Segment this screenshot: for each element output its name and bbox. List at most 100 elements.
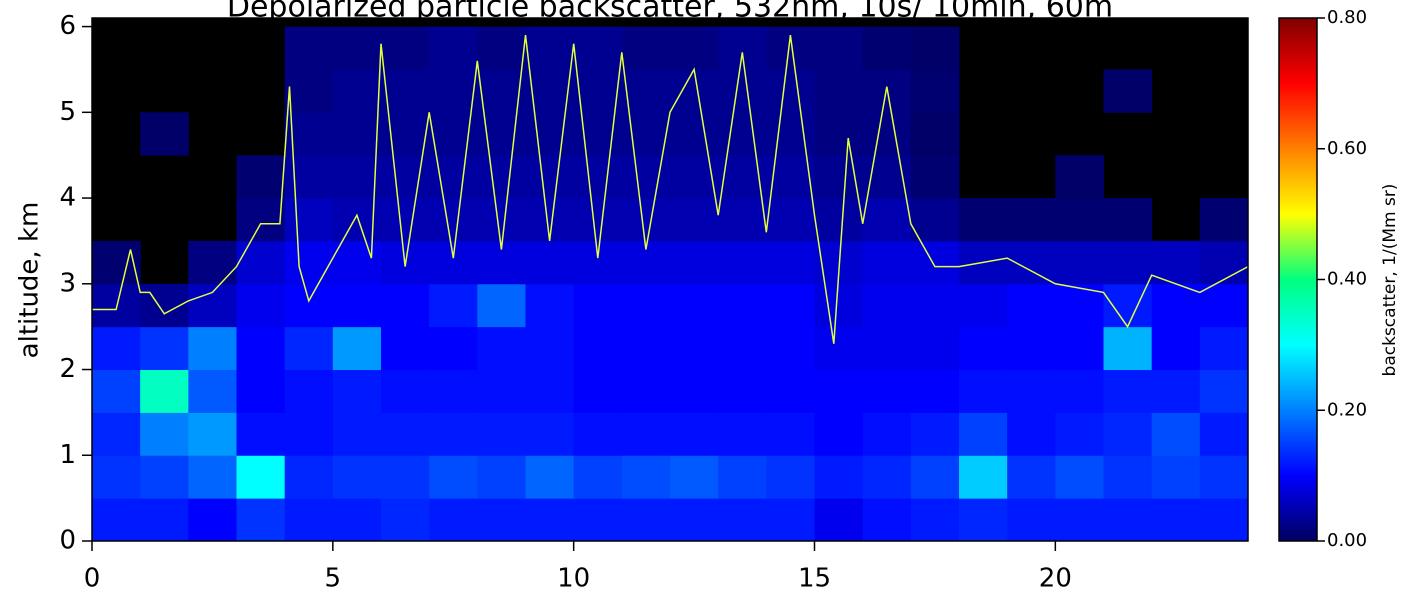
heatmap-cell bbox=[766, 283, 815, 328]
y-tick-label: 4 bbox=[59, 183, 76, 213]
heatmap-cell bbox=[477, 498, 526, 542]
heatmap-cell bbox=[188, 455, 237, 499]
heatmap-cell bbox=[1199, 198, 1249, 242]
heatmap-cell bbox=[1103, 498, 1153, 542]
heatmap-cell bbox=[284, 498, 334, 542]
heatmap-cell bbox=[1103, 369, 1153, 413]
heatmap-cell bbox=[621, 326, 671, 371]
heatmap-cell bbox=[1199, 283, 1249, 328]
heatmap-cell bbox=[959, 369, 1008, 413]
heatmap-cell bbox=[1055, 498, 1104, 542]
heatmap-cell bbox=[1151, 326, 1201, 371]
heatmap-cell bbox=[1055, 455, 1104, 499]
heatmap-cell bbox=[670, 369, 719, 413]
heatmap-cell bbox=[429, 498, 478, 542]
heatmap-cell bbox=[332, 369, 382, 413]
x-tick-label: 5 bbox=[325, 564, 342, 594]
heatmap-cell bbox=[910, 498, 960, 542]
heatmap-cell bbox=[477, 326, 526, 371]
heatmap-cell bbox=[381, 326, 430, 371]
heatmap-cell bbox=[766, 69, 815, 113]
heatmap-cell bbox=[621, 26, 671, 70]
heatmap-cell bbox=[670, 455, 719, 499]
heatmap-cell bbox=[477, 369, 526, 413]
heatmap-cell bbox=[718, 283, 767, 328]
y-axis-label: altitude, km bbox=[15, 202, 45, 359]
heatmap-cell bbox=[814, 26, 864, 70]
heatmap-cell bbox=[92, 326, 141, 371]
heatmap-cell bbox=[1151, 283, 1201, 328]
heatmap-cell bbox=[284, 198, 334, 242]
heatmap-cell bbox=[862, 455, 912, 499]
heatmap-cell bbox=[766, 198, 815, 242]
heatmap-cell bbox=[381, 112, 430, 156]
heatmap-cell bbox=[573, 283, 623, 328]
heatmap-cell bbox=[236, 198, 286, 242]
heatmap-cell bbox=[477, 26, 526, 70]
heatmap-cell bbox=[670, 283, 719, 328]
heatmap-cell bbox=[1007, 369, 1056, 413]
heatmap-cell bbox=[766, 240, 815, 285]
heatmap-cell bbox=[429, 326, 478, 371]
heatmap-cell bbox=[381, 455, 430, 499]
heatmap-cell bbox=[814, 198, 864, 242]
heatmap-cell bbox=[525, 455, 575, 499]
heatmap-cell bbox=[140, 112, 189, 156]
heatmap-cell bbox=[621, 412, 671, 456]
heatmap-cell bbox=[670, 26, 719, 70]
colorbar-tick-label: 0.20 bbox=[1327, 399, 1367, 420]
heatmap-cell bbox=[1103, 69, 1153, 113]
heatmap-cell bbox=[670, 112, 719, 156]
heatmap-cell bbox=[621, 155, 671, 199]
heatmap-cell bbox=[92, 498, 141, 542]
heatmap-cell bbox=[92, 412, 141, 456]
x-tick-label: 0 bbox=[84, 564, 101, 594]
heatmap-cell bbox=[140, 369, 189, 413]
heatmap-cell bbox=[429, 369, 478, 413]
heatmap-cell bbox=[477, 283, 526, 328]
heatmap-cell bbox=[284, 412, 334, 456]
heatmap-cell bbox=[573, 498, 623, 542]
heatmap-cell bbox=[766, 455, 815, 499]
heatmap-cell bbox=[621, 498, 671, 542]
heatmap-cell bbox=[429, 283, 478, 328]
heatmap-cell bbox=[381, 155, 430, 199]
heatmap-cell bbox=[236, 155, 286, 199]
heatmap-cell bbox=[862, 155, 912, 199]
heatmap-cell bbox=[477, 155, 526, 199]
heatmap-cell bbox=[621, 198, 671, 242]
heatmap-cell bbox=[959, 455, 1008, 499]
heatmap-cell bbox=[670, 326, 719, 371]
colorbar-tick-label: 0.40 bbox=[1327, 269, 1367, 290]
heatmap-cell bbox=[1199, 240, 1249, 285]
heatmap-cell bbox=[381, 26, 430, 70]
heatmap-cell bbox=[718, 326, 767, 371]
heatmap-cell bbox=[814, 369, 864, 413]
cloud-top-line bbox=[92, 35, 1249, 344]
heatmap-cell bbox=[1007, 498, 1056, 542]
heatmap-cell bbox=[910, 369, 960, 413]
y-tick-label: 6 bbox=[59, 11, 76, 41]
heatmap-cell bbox=[332, 112, 382, 156]
heatmap-cell bbox=[670, 412, 719, 456]
heatmap-cell bbox=[766, 498, 815, 542]
heatmap-cell bbox=[862, 498, 912, 542]
heatmap-cell bbox=[381, 498, 430, 542]
heatmap-cell bbox=[429, 155, 478, 199]
heatmap-cell bbox=[1055, 369, 1104, 413]
heatmap-cell bbox=[477, 455, 526, 499]
heatmap-cell bbox=[573, 26, 623, 70]
heatmap-cell bbox=[236, 326, 286, 371]
heatmap-cell bbox=[284, 240, 334, 285]
heatmap-cell bbox=[381, 412, 430, 456]
heatmap-cell bbox=[718, 26, 767, 70]
heatmap-cell bbox=[573, 155, 623, 199]
heatmap-cell bbox=[573, 112, 623, 156]
heatmap-cell bbox=[1151, 369, 1201, 413]
heatmap-cell bbox=[381, 198, 430, 242]
heatmap-cell bbox=[862, 326, 912, 371]
heatmap-cell bbox=[525, 412, 575, 456]
heatmap-cell bbox=[332, 326, 382, 371]
heatmap-cell bbox=[236, 412, 286, 456]
heatmap-cell bbox=[188, 369, 237, 413]
